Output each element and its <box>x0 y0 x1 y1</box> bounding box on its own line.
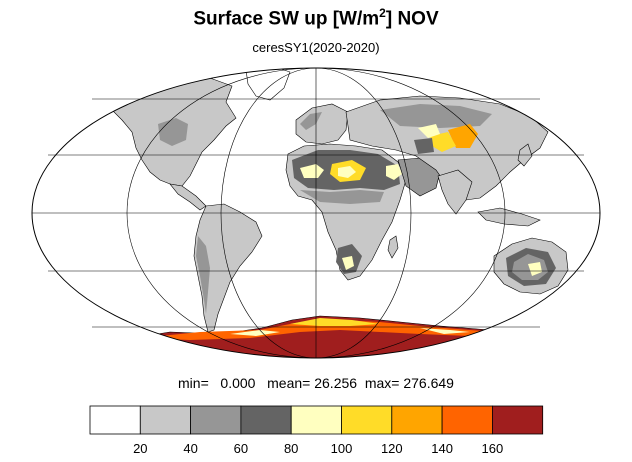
max-label: max= <box>364 375 400 391</box>
title-superscript: 2 <box>379 6 386 20</box>
title-tail: ] NOV <box>385 8 439 30</box>
colorbar-box <box>190 405 242 435</box>
colorbar-tick-label: 20 <box>133 441 147 456</box>
max-value: 276.649 <box>403 375 454 391</box>
min-value: 0.000 <box>220 375 256 391</box>
australia-bright <box>528 262 542 276</box>
colorbar-box <box>139 405 192 435</box>
globe-outline <box>31 67 601 359</box>
colorbar-box <box>89 405 141 435</box>
colorbar-tick-label: 120 <box>381 441 403 456</box>
greenland-landmass <box>245 68 291 101</box>
mean-label: mean= <box>267 375 311 391</box>
sahara-bright-center-core <box>338 166 356 178</box>
colorbar-box <box>491 405 544 435</box>
antarctica-edge-yellow <box>290 318 380 326</box>
indonesia-landmass <box>477 207 541 227</box>
colorbar-box <box>391 405 443 435</box>
colorbar-box <box>290 405 342 435</box>
map-subtitle: ceresSY1(2020-2020) <box>252 40 380 55</box>
east-asia-light <box>418 124 440 138</box>
sahara-bright-west <box>300 164 324 178</box>
europe-landmass <box>295 103 349 145</box>
tibet-yellow <box>430 132 456 152</box>
central-america-landmass <box>169 183 207 211</box>
sahara-bright-east <box>386 164 402 180</box>
andes-highland <box>196 236 210 314</box>
colorbar-tick-label: 60 <box>234 441 248 456</box>
sahel-mid <box>300 190 384 204</box>
tibet-orange <box>448 124 478 148</box>
colorbar-box <box>341 405 393 435</box>
scandinavia-highland <box>300 112 322 130</box>
title-text: Surface SW up [W/m <box>193 8 380 30</box>
colorbar-box <box>441 405 493 435</box>
india-landmass <box>437 169 473 215</box>
mean-value: 26.256 <box>314 375 358 391</box>
colorbar-labels: 20 40 60 80 100 120 140 160 <box>133 441 503 456</box>
siberia-mid <box>380 104 492 128</box>
statistics-line: min= 0.000 mean= 26.256 max= 276.649 <box>0 375 632 391</box>
colorbar-tick-label: 100 <box>331 441 353 456</box>
tibet-dark <box>414 138 434 154</box>
colorbar-tick-label: 140 <box>431 441 453 456</box>
colorbar-tick-label: 80 <box>284 441 298 456</box>
madagascar-landmass <box>387 235 399 259</box>
colorbar-tick-label: 160 <box>482 441 504 456</box>
map-title: Surface SW up [W/m2] NOV <box>0 6 632 30</box>
colorbar-boxes <box>89 405 544 435</box>
kalahari-bright <box>342 256 354 270</box>
colorbar-tick-label: 40 <box>183 441 197 456</box>
min-label: min= <box>178 375 209 391</box>
antarctica-edge-light <box>230 328 470 336</box>
colorbar-box <box>240 405 292 435</box>
antarctica-edge-orange <box>140 320 520 340</box>
